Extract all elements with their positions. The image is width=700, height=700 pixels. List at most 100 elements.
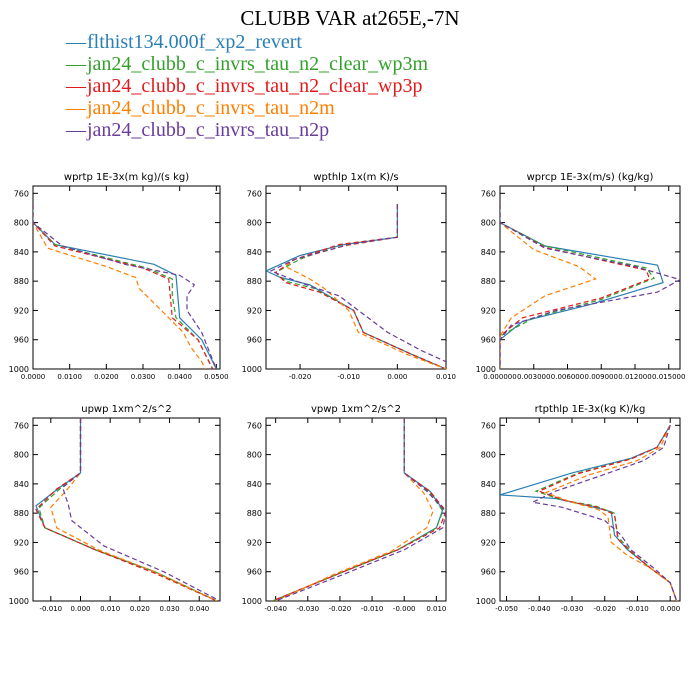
y-tick-label: 760 [14, 189, 29, 198]
x-tick-label: -0.030 [296, 605, 319, 613]
series-line [33, 204, 214, 369]
series-line [50, 418, 218, 601]
y-tick-label: 920 [14, 538, 29, 547]
x-tick-label: -0.040 [528, 605, 551, 613]
series-line [500, 204, 597, 369]
legend-label: jan24_clubb_c_invrs_tau_n2_clear_wp3p [87, 75, 423, 97]
chart-panel: vpwp 1xm^2/s^27608008408809209601000-0.0… [242, 404, 447, 613]
series-line [275, 418, 434, 601]
series-line [272, 418, 444, 601]
x-tick-label: -0.040 [264, 605, 287, 613]
x-tick-label: 0.0000 [21, 373, 46, 381]
legend-label: jan24_clubb_c_invrs_tau_n2m [87, 97, 335, 119]
y-tick-label: 920 [481, 306, 496, 315]
legend: — flthist134.000f_xp2_revert — jan24_clu… [66, 31, 428, 141]
y-tick-label: 840 [14, 480, 29, 489]
y-tick-label: 920 [481, 538, 496, 547]
legend-label: flthist134.000f_xp2_revert [87, 31, 302, 53]
x-tick-label: -0.030 [561, 605, 584, 613]
x-tick-label: 0.000000 [483, 373, 516, 381]
y-tick-label: 800 [481, 219, 496, 228]
chart-title: rtpthlp 1E-3x(kg K)/kg [535, 404, 646, 415]
x-tick-label: 0.009000 [585, 373, 618, 381]
y-tick-label: 760 [247, 189, 262, 198]
x-tick-label: 0.010 [426, 605, 446, 613]
series-line [266, 204, 446, 369]
x-tick-label: 0.040 [189, 605, 209, 613]
legend-label: jan24_clubb_c_invrs_tau_n2_clear_wp3m [87, 53, 429, 75]
legend-swatch: — [66, 75, 86, 97]
series-line [33, 204, 206, 369]
y-tick-label: 1000 [476, 365, 496, 374]
page-title: CLUBB VAR at265E,-7N [240, 6, 460, 30]
x-tick-label: 0.006000 [551, 373, 584, 381]
x-tick-label: -0.020 [289, 373, 312, 381]
y-tick-label: 880 [14, 509, 29, 518]
x-tick-label: -0.000 [393, 605, 416, 613]
x-tick-label: -0.010 [361, 605, 384, 613]
y-tick-label: 760 [247, 421, 262, 430]
legend-swatch: — [66, 31, 86, 53]
series-line [500, 204, 651, 369]
plot-frame [265, 185, 447, 370]
y-tick-label: 1000 [476, 597, 496, 606]
series-line [284, 204, 446, 369]
y-tick-label: 1000 [9, 365, 29, 374]
y-tick-label: 1000 [242, 597, 262, 606]
plot-frame [499, 185, 681, 370]
x-tick-label: 0.000 [660, 605, 680, 613]
chart-panel: wpthlp 1x(m K)/s 760 800 840 880 920 960 1000 -0… [242, 172, 456, 381]
series-line [35, 418, 218, 601]
y-tick-label: 960 [14, 568, 29, 577]
y-tick-label: 800 [481, 451, 496, 460]
y-tick-label: 920 [14, 306, 29, 315]
series-line [269, 204, 446, 363]
y-tick-label: 840 [481, 480, 496, 489]
x-tick-label: 0.0200 [94, 373, 119, 381]
series-line [33, 204, 214, 369]
y-tick-label: 960 [481, 336, 496, 345]
y-tick-label: 1000 [242, 365, 262, 374]
x-tick-label: -0.010 [626, 605, 649, 613]
legend-swatch: — [66, 53, 86, 75]
chart-panel: wprcp 1E-3x(m/s) (kg/kg) 760 800 840 880 920 9… [476, 172, 686, 381]
series-line [275, 418, 446, 601]
plot-frame [32, 185, 221, 370]
plot-frame [499, 417, 681, 602]
y-tick-label: 1000 [9, 597, 29, 606]
y-tick-label: 800 [14, 451, 29, 460]
y-tick-label: 760 [481, 421, 496, 430]
series-line [274, 204, 446, 369]
x-tick-label: 0.003000 [517, 373, 550, 381]
x-tick-label: 0.020 [130, 605, 150, 613]
x-tick-label: 0.000 [70, 605, 90, 613]
y-tick-label: 800 [247, 451, 262, 460]
legend-item: — jan24_clubb_c_invrs_tau_n2_clear_wp3p [66, 75, 428, 97]
legend-label: jan24_clubb_c_invrs_tau_n2p [87, 119, 330, 141]
x-tick-label: -0.050 [495, 605, 518, 613]
legend-swatch: — [66, 97, 86, 119]
y-tick-label: 920 [247, 538, 262, 547]
y-tick-label: 960 [247, 336, 262, 345]
legend-item: — jan24_clubb_c_invrs_tau_n2p [66, 119, 428, 141]
series-line [537, 424, 678, 601]
y-tick-label: 960 [481, 568, 496, 577]
series-line [274, 204, 446, 369]
y-tick-label: 880 [247, 277, 262, 286]
y-tick-label: 880 [247, 509, 262, 518]
x-tick-label: -0.020 [593, 605, 616, 613]
y-tick-label: 960 [14, 336, 29, 345]
chart-panel: upwp 1xm^2/s^2 760 800 840 880 920 960 1000 -0.0… [9, 404, 221, 613]
plot-frame [265, 417, 447, 602]
legend-item: — jan24_clubb_c_invrs_tau_n2m [66, 97, 428, 119]
y-tick-label: 880 [481, 277, 496, 286]
y-tick-label: 840 [481, 248, 496, 257]
series-line [500, 204, 664, 369]
legend-item: — flthist134.000f_xp2_revert [66, 31, 428, 53]
series-line [33, 204, 217, 369]
series-line [38, 418, 218, 601]
series-line [62, 418, 220, 601]
y-tick-label: 960 [247, 568, 262, 577]
series-line [35, 418, 218, 601]
series-line [272, 418, 444, 601]
